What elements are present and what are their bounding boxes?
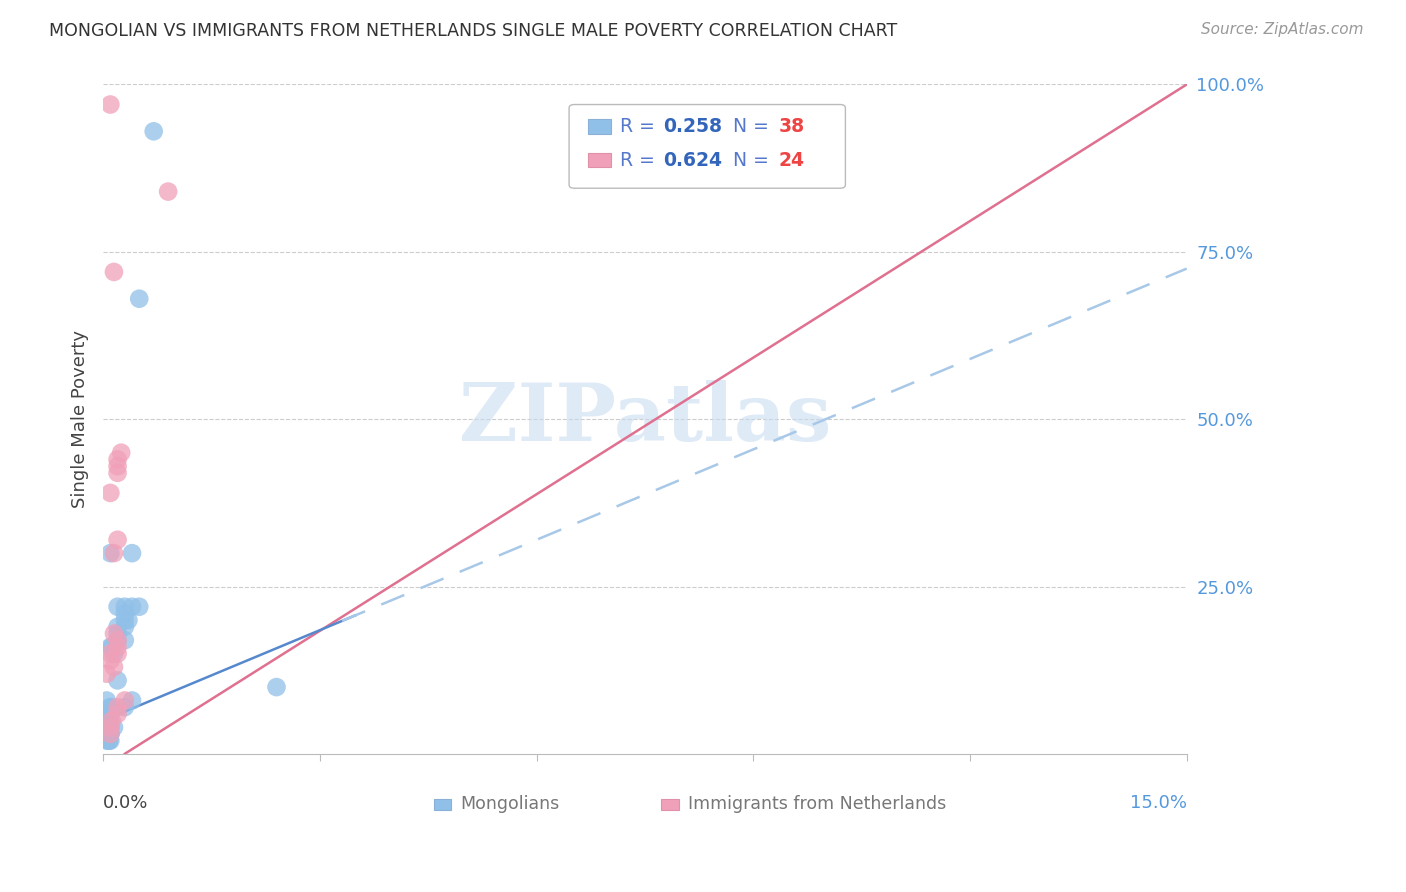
Point xyxy=(107,452,129,467)
Text: R =: R = xyxy=(620,151,661,169)
Point xyxy=(114,693,136,707)
Point xyxy=(98,720,121,734)
Text: 0.0%: 0.0% xyxy=(103,794,149,813)
Point xyxy=(128,292,150,306)
Point xyxy=(114,620,136,634)
Point xyxy=(98,700,121,714)
Point xyxy=(128,599,150,614)
Point xyxy=(98,653,121,667)
Y-axis label: Single Male Poverty: Single Male Poverty xyxy=(72,330,89,508)
Point xyxy=(157,185,180,199)
Point xyxy=(107,459,129,474)
Point xyxy=(107,599,129,614)
Point xyxy=(98,97,121,112)
Text: N =: N = xyxy=(721,151,775,169)
Point xyxy=(98,486,121,500)
Point xyxy=(107,700,129,714)
Text: 38: 38 xyxy=(778,117,804,136)
Point xyxy=(98,727,121,741)
Point xyxy=(97,714,120,728)
Point xyxy=(103,647,125,661)
Point xyxy=(98,720,121,734)
Point xyxy=(107,640,129,654)
Text: N =: N = xyxy=(721,117,775,136)
FancyBboxPatch shape xyxy=(661,799,679,810)
Point xyxy=(121,546,143,560)
Point xyxy=(101,640,124,654)
Point xyxy=(107,673,129,688)
Point xyxy=(98,727,121,741)
Point xyxy=(107,706,129,721)
Text: 15.0%: 15.0% xyxy=(1130,794,1187,813)
Text: R =: R = xyxy=(620,117,661,136)
Text: 0.258: 0.258 xyxy=(664,117,723,136)
Point xyxy=(98,647,121,661)
FancyBboxPatch shape xyxy=(569,104,845,188)
Point xyxy=(103,660,125,674)
Text: 24: 24 xyxy=(778,151,804,169)
Point xyxy=(107,647,129,661)
Point xyxy=(96,693,118,707)
Point xyxy=(114,599,136,614)
Point xyxy=(98,733,121,747)
Text: Immigrants from Netherlands: Immigrants from Netherlands xyxy=(689,796,946,814)
Point xyxy=(114,607,136,621)
Text: 0.624: 0.624 xyxy=(664,151,723,169)
Text: ZIPatlas: ZIPatlas xyxy=(458,380,831,458)
Point xyxy=(107,633,129,648)
Point xyxy=(96,727,118,741)
Point xyxy=(107,626,129,640)
Text: Source: ZipAtlas.com: Source: ZipAtlas.com xyxy=(1201,22,1364,37)
Point xyxy=(114,613,136,627)
Point xyxy=(98,706,121,721)
Point xyxy=(107,633,129,648)
Point xyxy=(98,546,121,560)
Point xyxy=(103,265,125,279)
FancyBboxPatch shape xyxy=(588,120,612,134)
Point xyxy=(142,124,165,138)
Point xyxy=(98,640,121,654)
Point xyxy=(114,700,136,714)
Point xyxy=(121,599,143,614)
Text: MONGOLIAN VS IMMIGRANTS FROM NETHERLANDS SINGLE MALE POVERTY CORRELATION CHART: MONGOLIAN VS IMMIGRANTS FROM NETHERLANDS… xyxy=(49,22,897,40)
Point xyxy=(117,613,139,627)
Point xyxy=(107,466,129,480)
Point xyxy=(101,714,124,728)
Point xyxy=(96,733,118,747)
Point xyxy=(107,533,129,547)
Point xyxy=(110,446,132,460)
Point xyxy=(98,706,121,721)
Point xyxy=(266,680,288,694)
Point xyxy=(98,700,121,714)
Point xyxy=(97,733,120,747)
FancyBboxPatch shape xyxy=(588,153,612,168)
Text: Mongolians: Mongolians xyxy=(461,796,560,814)
Point xyxy=(98,727,121,741)
Point xyxy=(114,633,136,648)
Point xyxy=(96,666,118,681)
Point xyxy=(97,733,120,747)
FancyBboxPatch shape xyxy=(433,799,451,810)
Point xyxy=(103,720,125,734)
Point xyxy=(103,546,125,560)
Point xyxy=(107,620,129,634)
Point xyxy=(103,626,125,640)
Point xyxy=(121,693,143,707)
